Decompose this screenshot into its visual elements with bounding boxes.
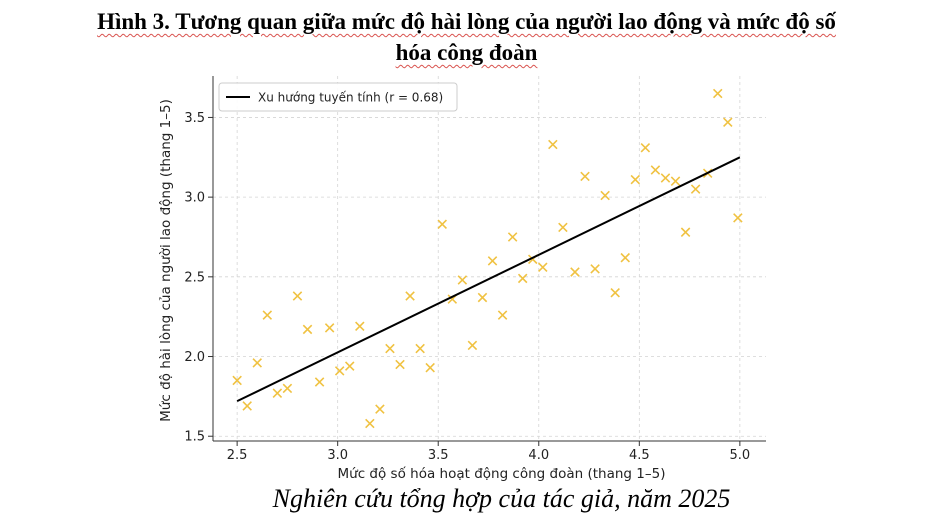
figure-title-line-1: Hình 3. Tương quan giữa mức độ hài lòng … — [97, 9, 836, 34]
scatter-point — [517, 273, 528, 284]
scatter-point — [690, 184, 701, 194]
scatter-point — [405, 291, 415, 301]
scatter-point — [733, 213, 743, 223]
scatter-point — [314, 377, 325, 387]
scatter-point — [375, 404, 385, 414]
scatter-point — [415, 343, 425, 354]
scatter-point — [507, 232, 518, 242]
scatter-point — [590, 264, 600, 274]
scatter-point — [570, 267, 580, 277]
trend-line — [236, 156, 741, 403]
scatter-point — [457, 275, 468, 285]
scatter-point — [680, 227, 691, 237]
scatter-point — [282, 383, 293, 394]
legend-label: Xu hướng tuyến tính (r = 0.68) — [258, 91, 443, 105]
scatter-point — [600, 190, 610, 201]
scatter-point — [670, 176, 681, 186]
scatter-point — [324, 323, 335, 333]
scatter-point — [558, 222, 568, 233]
scatter-point — [262, 310, 273, 320]
scatter-point — [620, 252, 631, 263]
scatter-point — [344, 361, 355, 371]
scatter-point — [650, 165, 661, 175]
x-tick-label: 3.5 — [428, 448, 449, 463]
scatter-point — [548, 139, 558, 150]
scatter-point — [467, 340, 478, 351]
x-tick-label: 4.5 — [629, 448, 650, 463]
scatter-point — [232, 375, 242, 386]
scatter-point — [355, 321, 365, 332]
scatter-point — [272, 388, 283, 398]
scatter-point — [538, 262, 548, 273]
scatter-point — [365, 418, 375, 429]
scatter-point — [580, 171, 590, 182]
figure-source-note: Nghiên cứu tổng hợp của tác giả, năm 202… — [272, 484, 731, 513]
scatter-point — [487, 256, 498, 266]
figure-title: Hình 3. Tương quan giữa mức độ hài lòng … — [0, 6, 933, 68]
scatter-point — [477, 292, 488, 303]
y-tick-label: 3.0 — [184, 191, 205, 206]
scatter-point — [497, 310, 508, 320]
scatter-point — [640, 142, 651, 153]
scatter-point — [385, 343, 395, 354]
x-tick-label: 5.0 — [730, 448, 751, 463]
scatter-point — [425, 362, 435, 373]
y-axis-label: Mức độ hài lòng của người lao động (than… — [158, 99, 174, 422]
y-tick-label: 2.0 — [184, 350, 205, 365]
scatter-point — [302, 324, 313, 335]
scatter-point — [292, 291, 303, 301]
scatter-point — [660, 173, 671, 183]
scatter-point — [395, 359, 405, 370]
scatter-point — [334, 366, 345, 376]
y-tick-label: 1.5 — [184, 430, 205, 445]
x-tick-label: 2.5 — [227, 448, 248, 463]
scatter-point — [437, 219, 448, 229]
scatter-point — [242, 401, 252, 411]
y-tick-label: 2.5 — [184, 270, 205, 285]
scatter-point — [252, 358, 263, 368]
figure-title-line-2: hóa công đoàn — [395, 40, 538, 65]
scatter-point — [723, 117, 733, 127]
x-tick-label: 3.0 — [327, 448, 348, 463]
scatter-point — [712, 88, 723, 99]
y-tick-label: 3.5 — [184, 111, 205, 126]
x-axis-label: Mức độ số hóa hoạt động công đoàn (thang… — [338, 465, 666, 482]
scatter-point — [630, 174, 641, 185]
legend-box — [218, 82, 458, 112]
x-tick-label: 4.0 — [528, 448, 549, 463]
scatter-point — [610, 288, 620, 298]
